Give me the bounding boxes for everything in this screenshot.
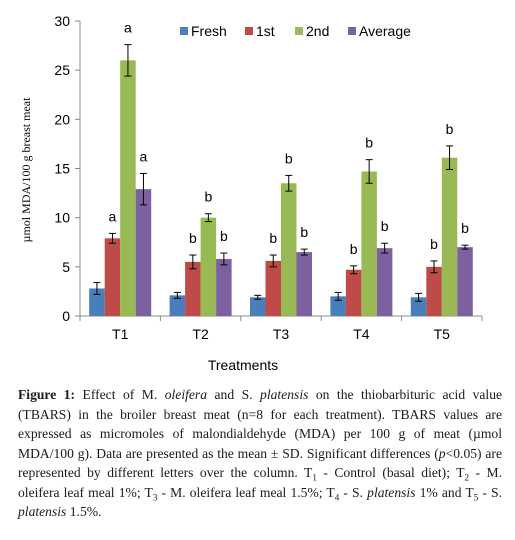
- bar-2nd-t4: [361, 171, 377, 316]
- x-tick-label: T4: [353, 326, 370, 342]
- bar-average-t4: [376, 248, 393, 316]
- bar-1st-t4: [345, 269, 362, 316]
- bar-average-t1: [135, 189, 152, 316]
- legend-swatch-fresh: [180, 27, 188, 35]
- bar-2nd-t1: [120, 60, 136, 317]
- significance-letter: b: [461, 220, 469, 236]
- y-tick-label: 0: [62, 308, 70, 324]
- bar-2nd-t2: [200, 217, 217, 316]
- significance-letter: a: [109, 208, 117, 224]
- chart-bars: a b b b b a b b b b a b b b b: [89, 20, 473, 317]
- significance-letter: b: [430, 236, 438, 252]
- significance-letter: b: [220, 228, 228, 244]
- legend-swatch-average: [348, 27, 356, 35]
- significance-letter: a: [140, 148, 148, 164]
- y-tick-label: 25: [54, 62, 70, 78]
- bar-chart: 0 5 10 15 20 25 30 T1 T2 T3 T4 T5 a b b b b a b b b b a b b b b F…: [19, 13, 483, 373]
- legend-swatch-1st: [245, 27, 253, 35]
- bar-1st-t1: [104, 238, 121, 316]
- y-tick-label: 20: [54, 111, 70, 127]
- y-axis-label: µmol MDA/100 g breast meat: [19, 97, 33, 243]
- y-tick-label: 10: [54, 210, 70, 226]
- y-tick-label: 15: [54, 161, 70, 177]
- bar-fresh-t4: [330, 296, 346, 316]
- legend-label-2nd: 2nd: [306, 23, 329, 39]
- x-tick-label: T1: [112, 326, 129, 342]
- significance-letter: a: [124, 20, 132, 36]
- chart-legend: Fresh 1st 2nd Average: [180, 23, 411, 39]
- bar-fresh-t3: [250, 297, 266, 316]
- bar-1st-t2: [185, 261, 201, 316]
- significance-letter: b: [446, 121, 454, 137]
- significance-letter: b: [381, 218, 389, 234]
- y-tick-label: 30: [54, 13, 70, 29]
- bar-average-t2: [216, 258, 232, 316]
- bar-1st-t5: [426, 266, 442, 316]
- bar-average-t3: [296, 252, 312, 316]
- significance-letter: b: [350, 241, 358, 257]
- x-tick-label: T5: [434, 326, 451, 342]
- x-axis-label: Treatments: [208, 357, 278, 373]
- figure-caption: Figure 1: Effect of M. oleifera and S. p…: [18, 387, 503, 519]
- significance-letter: b: [285, 150, 293, 166]
- bar-average-t5: [457, 247, 473, 316]
- bar-fresh-t5: [410, 297, 427, 316]
- legend-label-fresh: Fresh: [191, 23, 227, 39]
- bar-1st-t3: [265, 260, 281, 316]
- legend-label-1st: 1st: [256, 23, 275, 39]
- caption-label: Figure 1:: [18, 387, 76, 402]
- legend-label-average: Average: [359, 23, 411, 39]
- x-tick-label: T2: [192, 326, 209, 342]
- chart-axes: 0 5 10 15 20 25 30 T1 T2 T3 T4 T5: [54, 13, 483, 342]
- bar-2nd-t3: [281, 183, 297, 316]
- y-tick-label: 5: [62, 259, 70, 275]
- significance-letter: b: [204, 189, 212, 205]
- x-tick-label: T3: [273, 326, 290, 342]
- bar-fresh-t2: [169, 295, 186, 316]
- significance-letter: b: [269, 230, 277, 246]
- significance-letter: b: [300, 224, 308, 240]
- bar-fresh-t1: [89, 288, 105, 316]
- significance-letter: b: [365, 135, 373, 151]
- legend-swatch-2nd: [295, 27, 303, 35]
- significance-letter: b: [189, 230, 197, 246]
- bar-2nd-t5: [441, 157, 458, 316]
